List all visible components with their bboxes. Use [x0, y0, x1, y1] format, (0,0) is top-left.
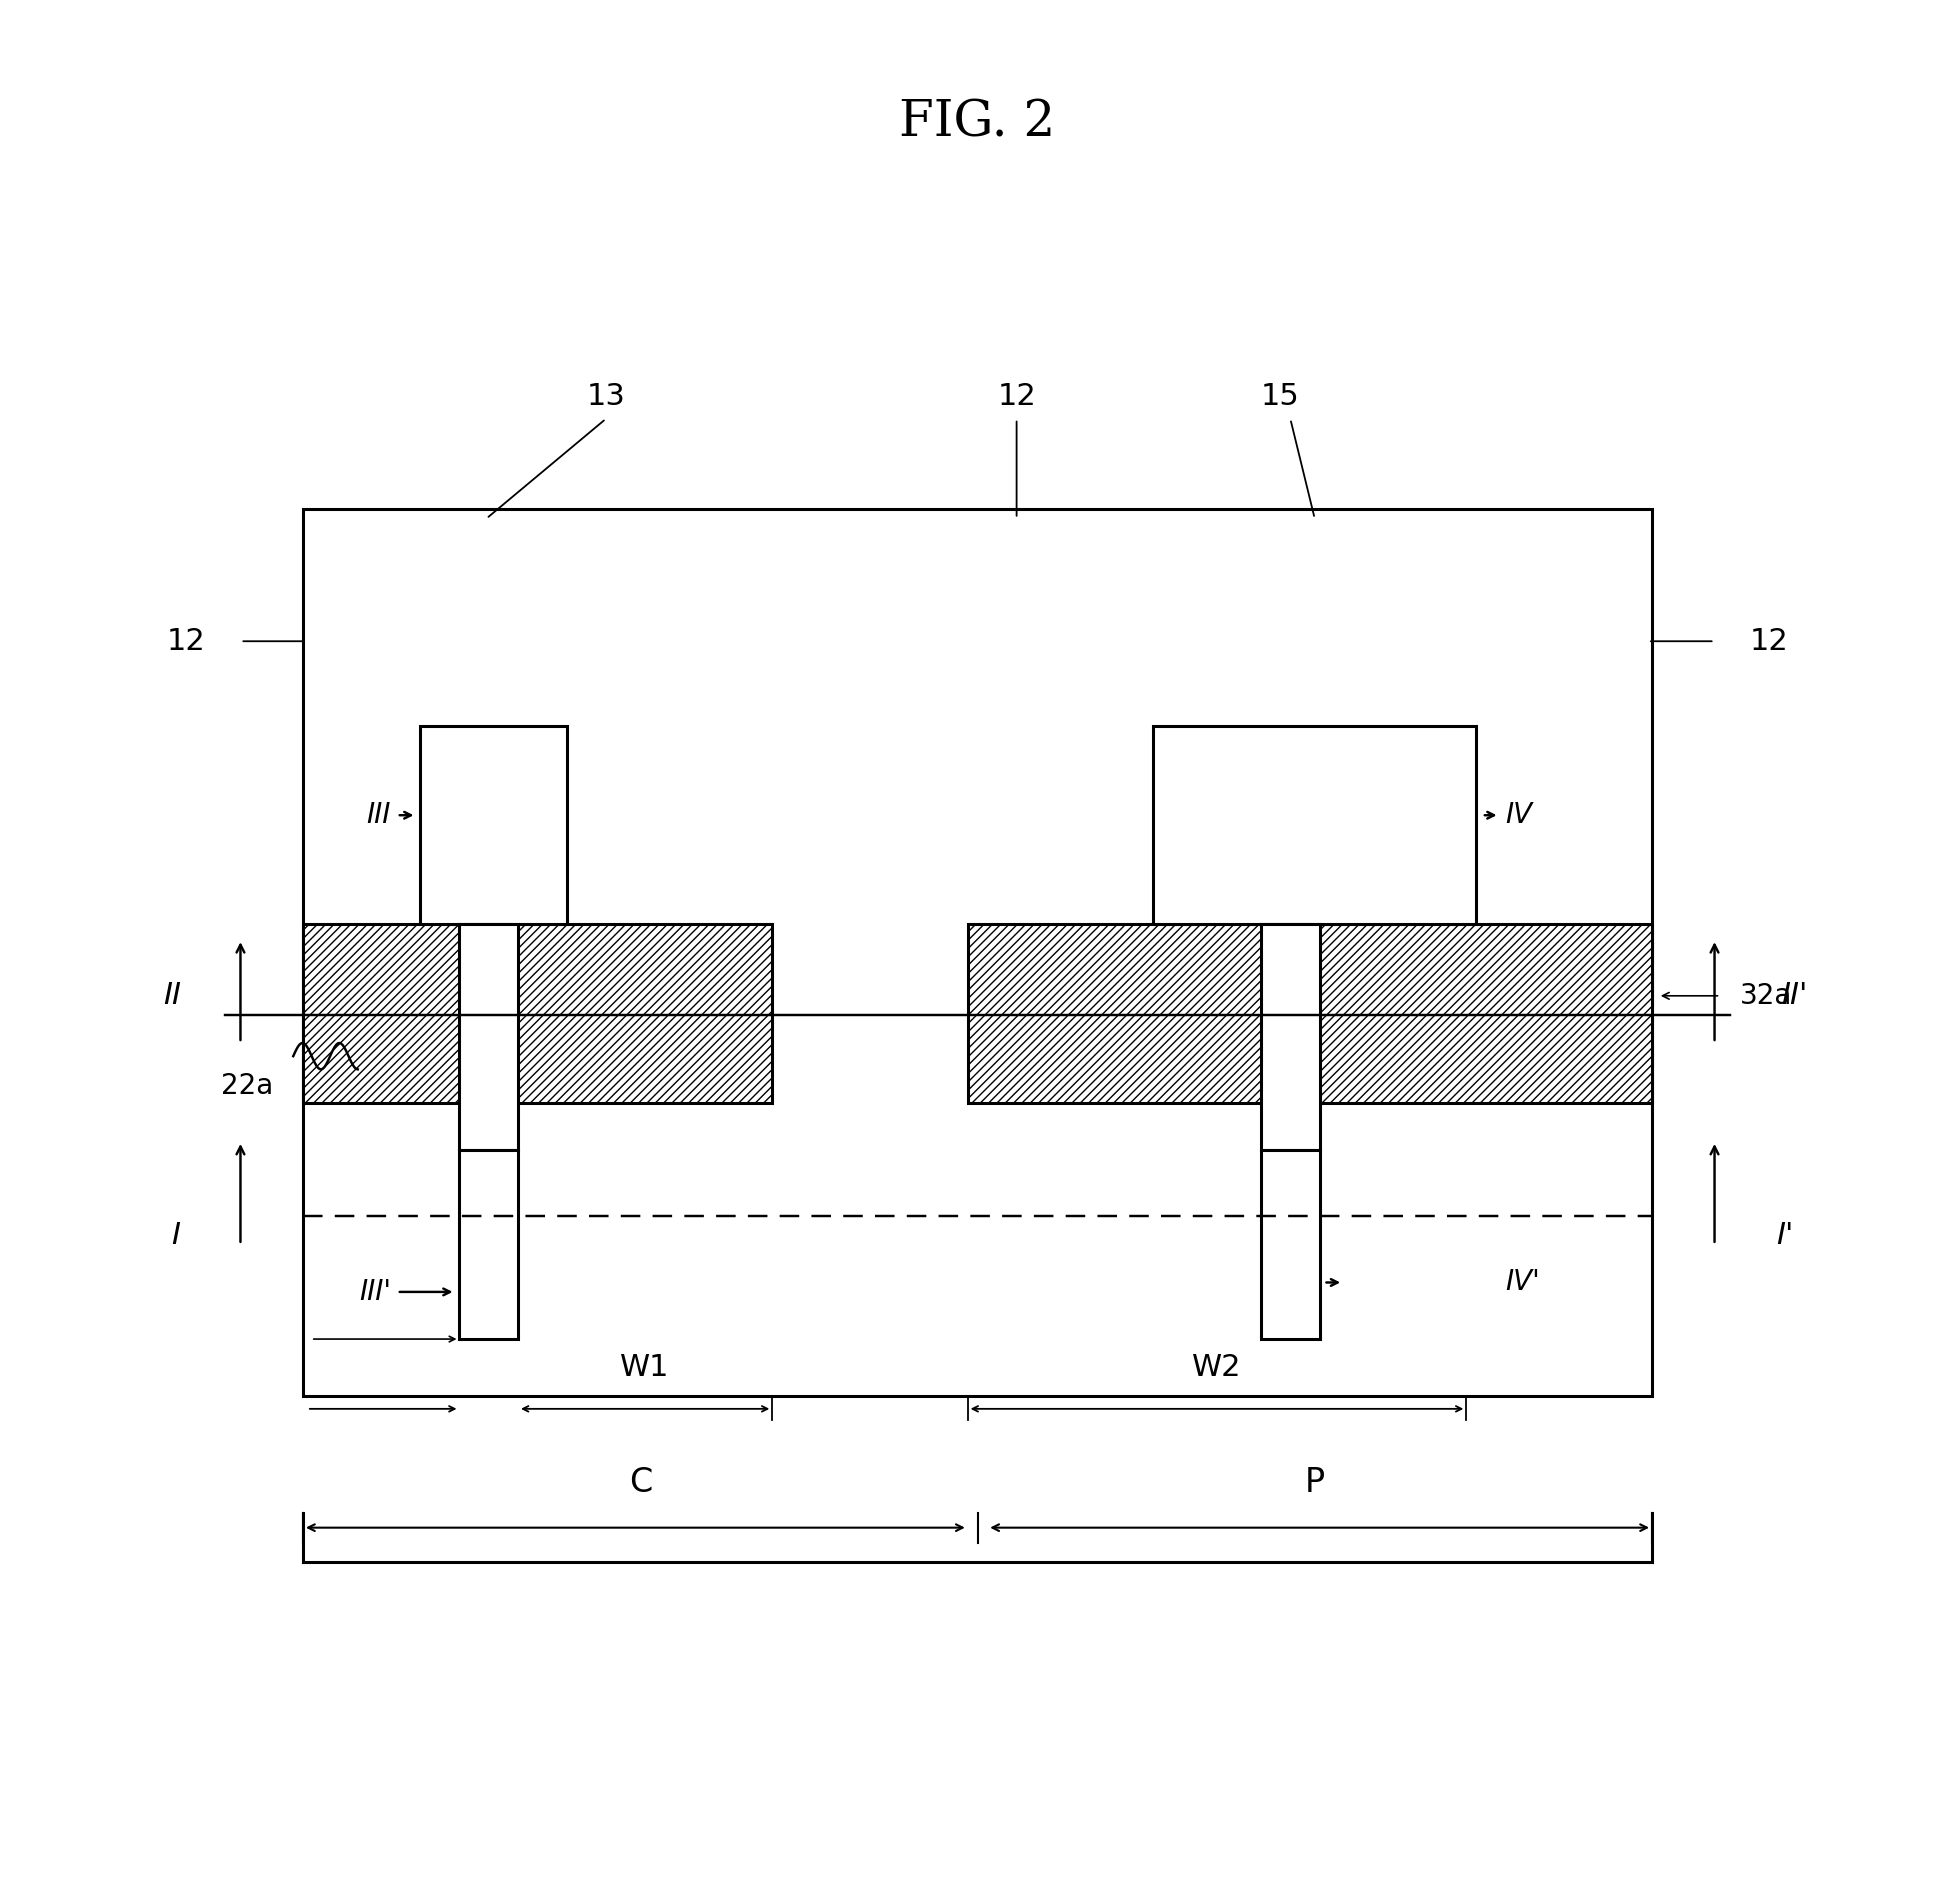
- Bar: [303, 924, 772, 1103]
- Text: W1: W1: [620, 1354, 671, 1382]
- Bar: [459, 924, 518, 1150]
- Bar: [1261, 1150, 1320, 1339]
- Text: IV: IV: [1505, 802, 1533, 830]
- Text: 22a: 22a: [221, 1073, 274, 1100]
- Text: IV': IV': [1505, 1269, 1541, 1296]
- Text: P: P: [1304, 1467, 1325, 1499]
- Text: C: C: [630, 1467, 651, 1499]
- Text: II: II: [162, 981, 182, 1011]
- Text: I: I: [172, 1220, 180, 1250]
- Text: FIG. 2: FIG. 2: [899, 98, 1056, 147]
- Bar: [968, 924, 1652, 1103]
- Bar: [1153, 726, 1476, 924]
- Text: W2: W2: [1193, 1354, 1241, 1382]
- Text: 12: 12: [997, 381, 1036, 411]
- Text: III: III: [368, 802, 391, 830]
- Bar: [459, 1150, 518, 1339]
- Bar: [303, 509, 1652, 1396]
- Text: 15: 15: [1261, 381, 1300, 411]
- Text: 12: 12: [1750, 626, 1789, 656]
- Text: 13: 13: [586, 381, 626, 411]
- Text: III': III': [360, 1279, 391, 1305]
- Text: 32a: 32a: [1740, 983, 1793, 1009]
- Bar: [420, 726, 567, 924]
- Text: I': I': [1777, 1220, 1793, 1250]
- Text: II': II': [1781, 981, 1808, 1011]
- Bar: [1261, 924, 1320, 1150]
- Text: 12: 12: [166, 626, 205, 656]
